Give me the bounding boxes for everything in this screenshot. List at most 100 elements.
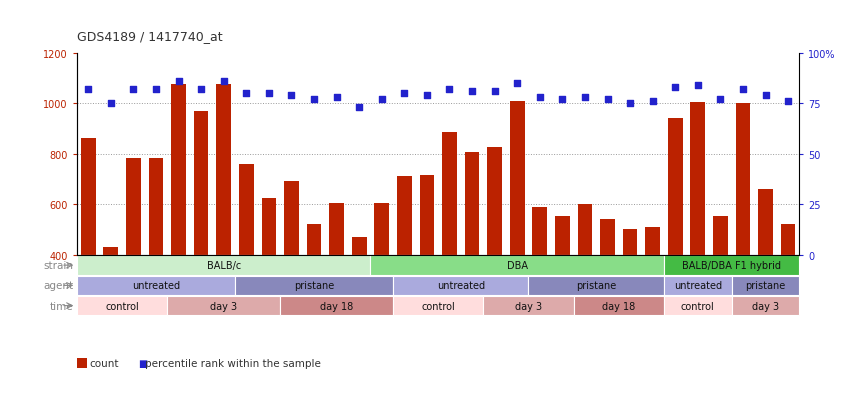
Text: BALB/DBA F1 hybrid: BALB/DBA F1 hybrid xyxy=(682,261,781,271)
Bar xyxy=(664,276,732,295)
Point xyxy=(149,87,162,93)
Text: day 3: day 3 xyxy=(210,301,238,311)
Text: ■: ■ xyxy=(139,358,148,368)
Text: DBA: DBA xyxy=(507,261,528,271)
Bar xyxy=(533,207,547,356)
Bar xyxy=(149,159,163,356)
Text: pristane: pristane xyxy=(294,281,334,291)
Bar xyxy=(370,256,664,275)
Point xyxy=(443,87,457,93)
Bar xyxy=(574,296,664,316)
Point xyxy=(646,99,659,105)
Text: control: control xyxy=(422,301,455,311)
Bar xyxy=(713,216,728,356)
Bar xyxy=(168,296,280,316)
Bar xyxy=(487,147,502,356)
Bar xyxy=(758,190,773,356)
Text: control: control xyxy=(681,301,715,311)
Point xyxy=(488,89,502,95)
Bar xyxy=(622,229,638,356)
Bar xyxy=(284,182,298,356)
Point xyxy=(736,87,750,93)
Bar xyxy=(397,177,411,356)
Text: percentile rank within the sample: percentile rank within the sample xyxy=(145,358,321,368)
Bar xyxy=(262,199,276,356)
Point xyxy=(758,93,772,100)
Point xyxy=(285,93,298,100)
Bar xyxy=(351,238,367,356)
Bar xyxy=(578,204,593,356)
Bar xyxy=(483,296,574,316)
Bar xyxy=(510,102,525,356)
Text: day 3: day 3 xyxy=(515,301,542,311)
Text: strain: strain xyxy=(44,261,74,271)
Bar xyxy=(732,296,799,316)
Bar xyxy=(442,133,457,356)
Bar xyxy=(307,225,321,356)
Bar xyxy=(420,175,434,356)
Bar xyxy=(781,225,795,356)
Bar xyxy=(664,296,732,316)
Point xyxy=(781,99,795,105)
Bar xyxy=(668,119,682,356)
Bar xyxy=(216,85,231,356)
Point xyxy=(420,93,433,100)
Point xyxy=(307,97,321,103)
Point xyxy=(330,95,344,101)
Text: untreated: untreated xyxy=(674,281,722,291)
Bar xyxy=(280,296,393,316)
Point xyxy=(556,97,569,103)
Text: GDS4189 / 1417740_at: GDS4189 / 1417740_at xyxy=(77,31,222,43)
Point xyxy=(104,101,118,107)
Bar xyxy=(77,276,235,295)
Bar xyxy=(691,103,705,356)
Bar xyxy=(528,276,664,295)
Bar xyxy=(600,219,615,356)
Point xyxy=(623,101,637,107)
Point xyxy=(601,97,615,103)
Point xyxy=(669,85,682,91)
Text: day 18: day 18 xyxy=(602,301,635,311)
Bar xyxy=(735,103,751,356)
Text: time: time xyxy=(50,301,74,311)
Bar xyxy=(393,276,528,295)
Bar xyxy=(465,153,480,356)
Point xyxy=(217,78,231,85)
Bar xyxy=(646,228,660,356)
Point xyxy=(194,87,208,93)
Point xyxy=(374,97,388,103)
Point xyxy=(127,87,140,93)
Bar xyxy=(374,203,389,356)
Text: BALB/c: BALB/c xyxy=(207,261,241,271)
Bar xyxy=(194,112,209,356)
Point xyxy=(239,91,253,97)
Text: count: count xyxy=(90,358,120,368)
Point xyxy=(578,95,592,101)
Point xyxy=(352,105,366,112)
Point xyxy=(398,91,411,97)
Point xyxy=(533,95,546,101)
Bar xyxy=(239,164,254,356)
Bar xyxy=(393,296,483,316)
Point xyxy=(714,97,728,103)
Point xyxy=(510,81,524,87)
Point xyxy=(81,87,95,93)
Bar xyxy=(81,139,96,356)
Point xyxy=(691,83,705,89)
Bar xyxy=(329,203,344,356)
Bar xyxy=(235,276,393,295)
Point xyxy=(465,89,479,95)
Bar xyxy=(103,247,118,356)
Point xyxy=(262,91,275,97)
Bar xyxy=(126,159,141,356)
Text: control: control xyxy=(105,301,139,311)
Text: day 3: day 3 xyxy=(752,301,779,311)
Text: untreated: untreated xyxy=(437,281,485,291)
Text: pristane: pristane xyxy=(576,281,616,291)
Bar xyxy=(77,256,370,275)
Bar xyxy=(555,217,569,356)
Bar xyxy=(171,85,186,356)
Text: pristane: pristane xyxy=(746,281,786,291)
Text: agent: agent xyxy=(44,281,74,291)
Bar xyxy=(77,296,168,316)
